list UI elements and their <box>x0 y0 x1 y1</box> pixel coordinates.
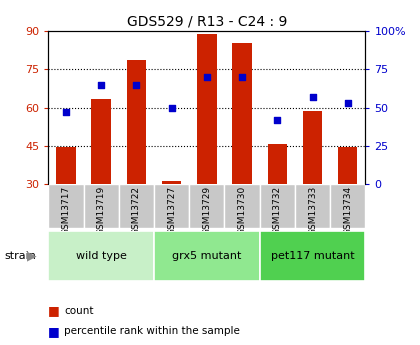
Text: grx5 mutant: grx5 mutant <box>172 251 242 261</box>
Text: pet117 mutant: pet117 mutant <box>271 251 354 261</box>
Bar <box>268 145 287 184</box>
Text: strain: strain <box>4 251 36 261</box>
Bar <box>197 33 217 184</box>
Text: percentile rank within the sample: percentile rank within the sample <box>64 326 240 336</box>
Text: GSM13717: GSM13717 <box>61 186 71 235</box>
Point <box>274 117 281 122</box>
Bar <box>48 231 154 281</box>
Bar <box>48 184 84 228</box>
Bar <box>56 147 76 184</box>
Bar <box>232 42 252 184</box>
Text: GSM13729: GSM13729 <box>202 186 211 235</box>
Point <box>309 94 316 100</box>
Text: ■: ■ <box>48 325 60 338</box>
Point <box>239 74 245 80</box>
Text: GSM13733: GSM13733 <box>308 186 317 235</box>
Bar <box>189 184 224 228</box>
Point <box>344 100 351 106</box>
Bar <box>330 184 365 228</box>
Point <box>133 82 140 87</box>
Point <box>63 109 69 115</box>
Text: GSM13722: GSM13722 <box>132 186 141 235</box>
Bar <box>84 184 119 228</box>
Text: GSM13734: GSM13734 <box>343 186 352 235</box>
Bar <box>154 231 260 281</box>
Bar <box>260 184 295 228</box>
Text: ▶: ▶ <box>27 250 36 263</box>
Bar <box>162 181 181 184</box>
Text: count: count <box>64 306 94 315</box>
Title: GDS529 / R13 - C24 : 9: GDS529 / R13 - C24 : 9 <box>127 14 287 29</box>
Bar <box>92 99 111 184</box>
Bar <box>338 147 357 184</box>
Bar <box>295 184 330 228</box>
Text: GSM13730: GSM13730 <box>238 186 247 235</box>
Bar <box>154 184 189 228</box>
Point <box>168 105 175 110</box>
Text: ■: ■ <box>48 304 60 317</box>
Bar <box>224 184 260 228</box>
Text: GSM13727: GSM13727 <box>167 186 176 235</box>
Point <box>203 74 210 80</box>
Bar <box>127 60 146 184</box>
Text: GSM13732: GSM13732 <box>273 186 282 235</box>
Text: wild type: wild type <box>76 251 126 261</box>
Bar <box>303 111 322 184</box>
Point <box>98 82 105 87</box>
Bar <box>119 184 154 228</box>
Bar <box>260 231 365 281</box>
Text: GSM13719: GSM13719 <box>97 186 106 235</box>
